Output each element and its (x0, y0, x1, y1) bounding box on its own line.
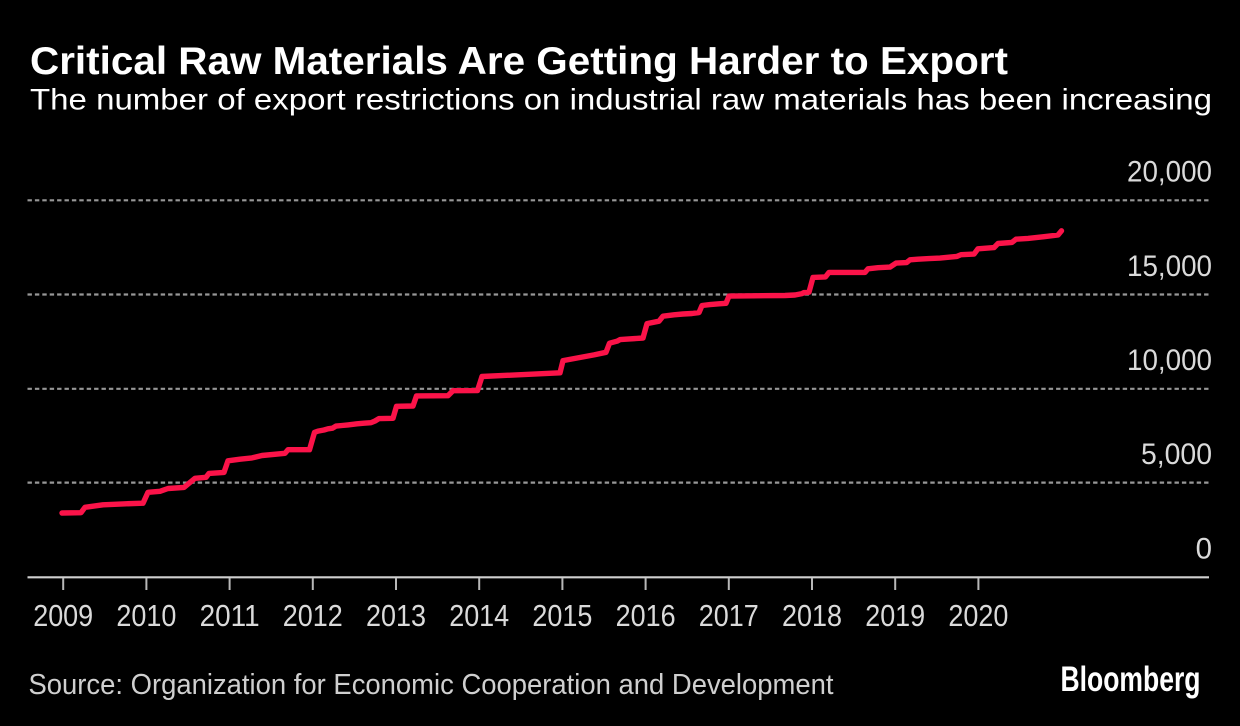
svg-text:2010: 2010 (116, 598, 176, 633)
svg-text:2011: 2011 (200, 598, 260, 633)
svg-text:2018: 2018 (782, 598, 842, 633)
svg-text:2017: 2017 (699, 598, 759, 633)
svg-text:2013: 2013 (366, 598, 426, 633)
svg-text:The number of export restricti: The number of export restrictions on ind… (30, 84, 1212, 117)
svg-text:2020: 2020 (948, 598, 1008, 633)
svg-text:2019: 2019 (865, 598, 925, 633)
svg-text:Critical Raw Materials Are Get: Critical Raw Materials Are Getting Harde… (30, 40, 1008, 83)
svg-text:0: 0 (1196, 532, 1212, 565)
svg-text:5,000: 5,000 (1141, 438, 1212, 471)
svg-text:2016: 2016 (616, 598, 676, 633)
svg-text:Source: Organization for Econo: Source: Organization for Economic Cooper… (29, 668, 834, 700)
svg-text:2015: 2015 (532, 598, 592, 633)
svg-text:10,000: 10,000 (1127, 344, 1212, 377)
svg-text:2014: 2014 (449, 598, 509, 633)
svg-text:15,000: 15,000 (1127, 250, 1212, 283)
svg-text:2009: 2009 (33, 598, 93, 633)
svg-text:Bloomberg: Bloomberg (1061, 660, 1201, 699)
svg-text:20,000: 20,000 (1127, 156, 1212, 189)
svg-text:2012: 2012 (283, 598, 343, 633)
